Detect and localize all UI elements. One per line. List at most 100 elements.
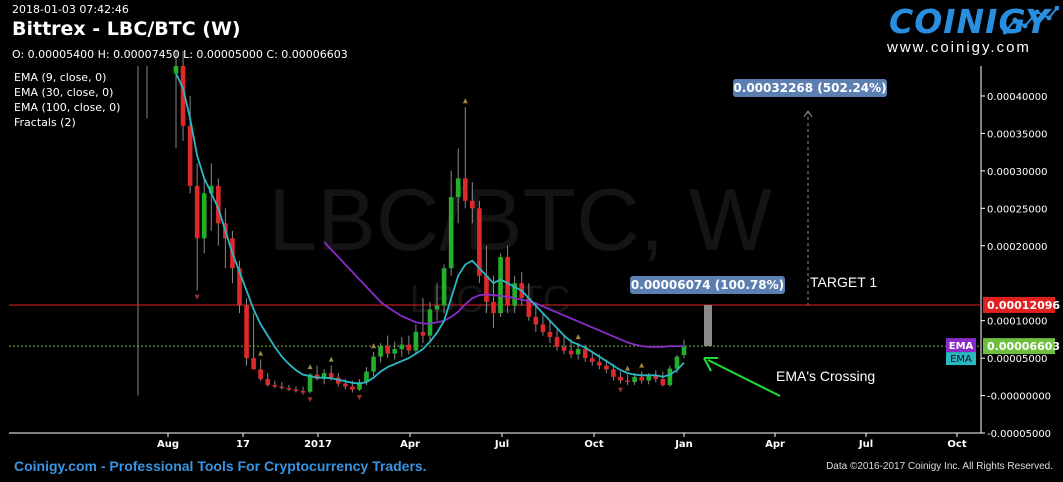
candle-body bbox=[681, 346, 687, 356]
candle-body bbox=[350, 386, 355, 390]
candle-body bbox=[448, 197, 454, 269]
timestamp: 2018-01-03 07:42:46 bbox=[12, 3, 129, 16]
candle-body bbox=[385, 346, 390, 354]
x-tick-label: Aug bbox=[157, 439, 179, 450]
y-tick-label: 0.00025000 bbox=[987, 204, 1047, 215]
gain-target-label-bg bbox=[630, 276, 785, 294]
candle-body bbox=[653, 376, 659, 380]
fractal-up bbox=[307, 364, 313, 370]
candle-body bbox=[674, 356, 680, 369]
brand-logo: COINIGY www.coinigy.com bbox=[885, 2, 1060, 60]
x-tick-label: Jul bbox=[494, 439, 509, 450]
candle-body bbox=[575, 349, 581, 355]
ema-crossing-label: EMA's Crossing bbox=[776, 368, 875, 384]
candle-body bbox=[597, 361, 602, 366]
y-tick-label: 0.00030000 bbox=[987, 167, 1047, 178]
footer-tagline[interactable]: Coinigy.com - Professional Tools For Cry… bbox=[14, 458, 427, 474]
fractal-up bbox=[371, 343, 377, 349]
candle-body bbox=[498, 256, 503, 314]
candle-body bbox=[434, 305, 440, 310]
candle-body bbox=[625, 380, 630, 383]
ema-fast-line bbox=[175, 73, 685, 385]
brand-url[interactable]: www.coinigy.com bbox=[887, 39, 1031, 56]
candle-body bbox=[258, 369, 263, 380]
indicator-ema-9[interactable]: EMA (9, close, 0) bbox=[14, 71, 107, 84]
x-tick-label: Apr bbox=[765, 439, 785, 450]
watermark-pair: LBC/BTC, W bbox=[268, 170, 772, 269]
x-tick-label: Jul bbox=[858, 439, 873, 450]
candle-body bbox=[378, 346, 383, 357]
fractal-down bbox=[307, 397, 313, 403]
x-tick-label: Jan bbox=[674, 439, 693, 450]
candle-body bbox=[547, 331, 553, 338]
y-tick-label: -0.00000000 bbox=[987, 392, 1051, 403]
ema-crossing-arrow-shaft bbox=[707, 359, 781, 397]
ema-tag-teal-text: EMA bbox=[950, 354, 972, 365]
fractal-up bbox=[639, 362, 645, 368]
candle-body bbox=[646, 376, 652, 381]
y-tick-label: 0.00010000 bbox=[987, 317, 1047, 328]
fractal-up bbox=[328, 356, 334, 362]
candle-body bbox=[660, 379, 666, 386]
candle-body bbox=[470, 200, 475, 209]
chart-title: Bittrex - LBC/BTC (W) bbox=[12, 18, 241, 40]
ema-crossing-arrow bbox=[703, 357, 781, 397]
candle-body bbox=[187, 125, 193, 186]
candle-body bbox=[300, 391, 306, 393]
fractal-down bbox=[618, 387, 623, 393]
current-price-tag: 0.00006603 bbox=[983, 338, 1060, 355]
y-axis: 0.00040000 0.00035000 0.00030000 0.00025000… bbox=[981, 92, 1051, 440]
indicator-fractals[interactable]: Fractals (2) bbox=[14, 116, 76, 129]
indicator-legend: EMA (9, close, 0) EMA (30, close, 0) EMA… bbox=[14, 70, 120, 130]
candle-body bbox=[667, 368, 673, 386]
candle-body bbox=[582, 349, 588, 359]
gain-high-label: 0.00032268 (502.24%) bbox=[733, 79, 887, 97]
y-tick-label: 0.00020000 bbox=[987, 242, 1047, 253]
candle-body bbox=[526, 298, 532, 317]
target-price-tag: 0.00012096 bbox=[983, 296, 1060, 313]
candle-body bbox=[611, 369, 616, 377]
candle-body bbox=[293, 389, 299, 392]
candle-body bbox=[491, 301, 496, 314]
y-tick-label: -0.00005000 bbox=[987, 429, 1051, 440]
candle-body bbox=[589, 358, 595, 362]
candle-body bbox=[265, 379, 271, 386]
fractal-up bbox=[258, 350, 264, 356]
indicator-ema-100[interactable]: EMA (100, close, 0) bbox=[14, 101, 121, 114]
x-tick-label: Oct bbox=[584, 439, 603, 450]
y-tick-label: 0.00005000 bbox=[987, 354, 1047, 365]
candle-body bbox=[540, 324, 546, 332]
projection-arrowhead bbox=[803, 110, 813, 118]
gain-high-label-bg bbox=[733, 79, 887, 97]
candle-body bbox=[413, 331, 419, 351]
candle-body bbox=[568, 350, 574, 355]
candle-body bbox=[392, 349, 398, 354]
ema-tag-purple-bg bbox=[946, 338, 976, 353]
candle-body bbox=[173, 66, 179, 74]
fractal-up bbox=[462, 98, 468, 104]
x-axis: Aug 17 2017 Apr Jul Oct Jan Apr Jul Oct bbox=[157, 433, 967, 450]
candle-body bbox=[632, 376, 637, 383]
candle-body bbox=[244, 305, 249, 359]
candle-body bbox=[364, 371, 369, 383]
y-tick-label: 0.00040000 bbox=[987, 92, 1047, 103]
ema-tag-purple: EMA bbox=[946, 338, 976, 353]
brand-wordmark: COINIGY bbox=[889, 2, 1051, 41]
ema-crossing-arrowhead bbox=[703, 357, 718, 372]
candle-body bbox=[406, 344, 412, 351]
y-tick-label: 0.00035000 bbox=[987, 129, 1047, 140]
candle-body bbox=[427, 309, 433, 336]
indicator-ema-30[interactable]: EMA (30, close, 0) bbox=[14, 86, 114, 99]
fractal-up bbox=[625, 365, 631, 371]
ema-slow-line bbox=[323, 241, 684, 348]
candle-body bbox=[279, 386, 285, 389]
network-graph-icon bbox=[1003, 6, 1059, 35]
candle-body bbox=[477, 208, 482, 276]
candle-body bbox=[328, 373, 334, 378]
gain-high-label-text: 0.00032268 (502.24%) bbox=[733, 81, 886, 95]
ema-tag-teal-bg bbox=[946, 352, 976, 366]
candle-body bbox=[512, 283, 517, 306]
candle-body bbox=[321, 373, 327, 380]
candle-body bbox=[194, 185, 200, 239]
